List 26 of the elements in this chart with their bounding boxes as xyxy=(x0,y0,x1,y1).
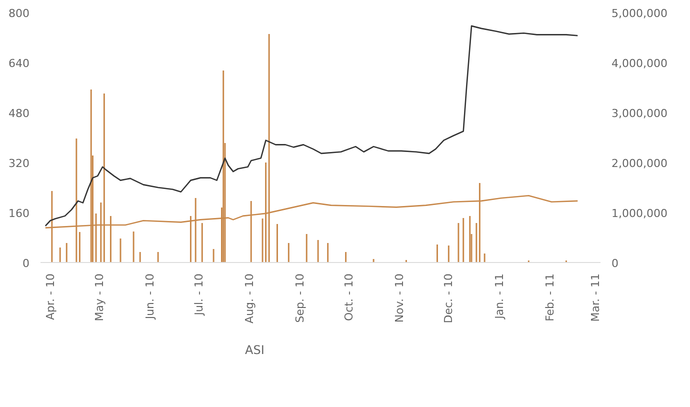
y-tick-label: 160 xyxy=(8,207,30,220)
y-tick-label: 640 xyxy=(8,57,30,70)
x-tick-label: Apr. - 10 xyxy=(44,273,57,320)
x-tick-label: Aug. - 10 xyxy=(242,274,256,324)
y-tick-label: 480 xyxy=(8,107,30,120)
y2-tick-label: 3,000,000 xyxy=(612,107,668,120)
y2-tick-label: 5,000,000 xyxy=(612,7,668,20)
x-tick-label: Jan. - 11 xyxy=(492,273,506,320)
y-tick-label: 320 xyxy=(8,157,30,170)
text: ASI xyxy=(245,343,265,357)
y-tick-label: 800 xyxy=(8,7,30,20)
y2-tick-label: 0 xyxy=(612,257,618,270)
x-tick-label: Dec. - 10 xyxy=(442,273,456,324)
x-tick-label: Oct. - 10 xyxy=(342,273,356,321)
x-tick-label: Sep. - 10 xyxy=(294,273,307,323)
y-tick-label: 0 xyxy=(22,257,30,270)
y2-tick-label: 2,000,000 xyxy=(612,157,668,170)
x-tick-label: Nov. - 10 xyxy=(393,273,406,323)
x-tick-label: Feb. - 11 xyxy=(543,273,556,322)
x-tick-label: Jun. - 10 xyxy=(143,273,156,320)
x-tick-label: Mar. - 11 xyxy=(589,273,602,322)
y2-tick-label: 4,000,000 xyxy=(612,57,668,70)
x-tick-label: Jul. - 10 xyxy=(192,273,206,316)
y2-tick-label: 1,000,000 xyxy=(612,207,668,220)
x-tick-label: May - 10 xyxy=(92,274,106,322)
line-series xyxy=(44,25,578,227)
